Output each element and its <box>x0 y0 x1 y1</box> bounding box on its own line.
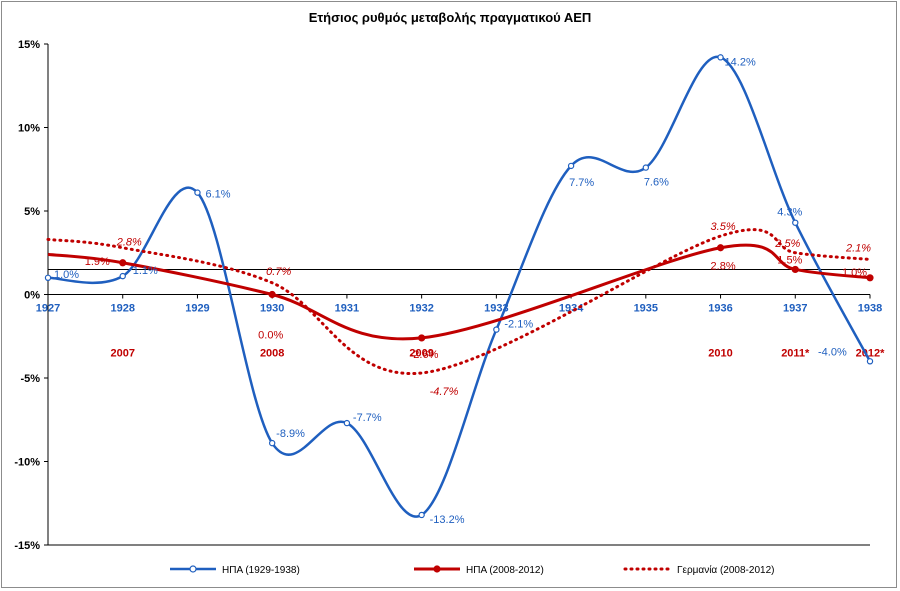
data-point-usa-1929-1938 <box>493 326 500 333</box>
data-label-usa-1929-1938: 14.2% <box>725 56 756 68</box>
x-tick-label: 1928 <box>110 303 134 315</box>
x-tick-label: 1929 <box>185 303 209 315</box>
data-point-usa-2008-2012 <box>866 274 874 282</box>
data-point-usa-1929-1938 <box>792 219 799 226</box>
x-tick-label: 1933 <box>484 303 508 315</box>
data-labels: 1.0% 1.1% 6.1% -8.9% -7.7% -13.2% -2.1% 7.7% 7.6… <box>54 56 871 526</box>
data-point-usa-1929-1938 <box>866 358 874 365</box>
y-tick-label: 10% <box>18 123 40 135</box>
secondary-x-tick-label: 2008 <box>260 347 284 359</box>
data-label-usa-1929-1938: 7.7% <box>569 177 594 189</box>
legend: ΗΠΑ (1929-1938) ΗΠΑ (2008-2012) Γερμανία (… <box>170 564 774 576</box>
secondary-x-tick-label: 2007 <box>110 347 134 359</box>
legend-label-usa-1929-1938: ΗΠΑ (1929-1938) <box>222 565 300 576</box>
secondary-x-tick-label: 2010 <box>708 347 732 359</box>
data-point-usa-1929-1938 <box>642 164 650 171</box>
data-label-germany-2008-2012: 2.8% <box>116 237 142 249</box>
data-label-germany-2008-2012: 0.7% <box>266 266 291 278</box>
data-label-usa-1929-1938: -7.7% <box>353 412 382 424</box>
data-point-usa-1929-1938 <box>418 511 425 519</box>
data-label-usa-1929-1938: -4.0% <box>818 346 847 358</box>
chart-title: Ετήσιος ρυθμός μεταβολής πραγματικού ΑΕΠ <box>309 10 592 25</box>
legend-label-germany-2008-2012: Γερμανία (2008-2012) <box>677 564 774 576</box>
x-tick-label: 1930 <box>260 303 284 315</box>
series-line-usa-2008-2012 <box>47 243 871 341</box>
data-point-usa-2008-2012 <box>716 244 725 252</box>
secondary-x-axis-ticks: 2007 2008 2009 2010 2011* 2012* <box>110 347 885 359</box>
data-label-germany-2008-2012: 2.5% <box>774 238 800 250</box>
y-tick-label: 5% <box>24 206 40 218</box>
y-tick-label: -10% <box>14 457 40 469</box>
y-tick-label: 0% <box>24 290 40 302</box>
data-label-usa-1929-1938: 4.3% <box>777 207 802 219</box>
data-label-germany-2008-2012: -4.7% <box>430 386 459 398</box>
data-label-usa-2008-2012: 2.8% <box>711 261 736 273</box>
x-tick-label: 1934 <box>559 303 584 315</box>
series-line-germany-2008-2012 <box>46 228 872 375</box>
y-tick-label: -5% <box>20 373 40 385</box>
data-point-usa-1929-1938 <box>194 189 201 196</box>
data-label-germany-2008-2012: 2.1% <box>845 242 871 254</box>
legend-marker-usa-2008-2012 <box>433 565 441 573</box>
data-point-usa-2008-2012 <box>119 259 127 267</box>
x-tick-label: 1938 <box>858 303 882 315</box>
x-tick-label: 1936 <box>708 303 732 315</box>
x-tick-label: 1937 <box>783 303 807 315</box>
series-line-usa-1929-1938 <box>47 55 872 518</box>
y-tick-label: 15% <box>18 39 40 51</box>
data-label-germany-2008-2012: 3.5% <box>711 221 736 233</box>
legend-marker-usa-1929-1938 <box>189 565 197 573</box>
data-label-usa-1929-1938: -2.1% <box>504 319 533 331</box>
y-tick-label: -15% <box>14 540 40 552</box>
secondary-x-tick-label: 2011* <box>781 347 810 359</box>
data-point-usa-1929-1938 <box>567 162 575 170</box>
data-label-usa-2008-2012: 1.5% <box>777 254 802 266</box>
data-label-usa-1929-1938: -8.9% <box>276 428 305 440</box>
data-label-usa-1929-1938: 1.1% <box>133 265 158 277</box>
data-label-usa-2008-2012: 1.9% <box>85 256 110 268</box>
data-point-usa-1929-1938 <box>268 439 276 447</box>
data-label-usa-1929-1938: 7.6% <box>644 177 669 189</box>
legend-label-usa-2008-2012: ΗΠΑ (2008-2012) <box>466 565 544 576</box>
x-tick-label: 1935 <box>634 303 658 315</box>
data-label-usa-2008-2012: 1.0% <box>842 267 867 279</box>
data-point-usa-1929-1938 <box>44 274 52 281</box>
x-tick-label: 1931 <box>335 303 359 315</box>
data-label-usa-2008-2012: -2.6% <box>410 349 439 361</box>
data-point-usa-1929-1938 <box>343 419 351 427</box>
data-label-usa-1929-1938: 6.1% <box>205 189 230 201</box>
data-point-usa-2008-2012 <box>418 334 426 342</box>
data-label-usa-2008-2012: 0.0% <box>258 330 283 342</box>
series-lines <box>44 54 874 519</box>
data-point-usa-2008-2012 <box>791 265 799 274</box>
x-tick-label: 1927 <box>36 303 60 315</box>
y-axis-ticks: 15% 10% 5% 0% -5% -10% -15% <box>14 39 870 552</box>
secondary-x-tick-label: 2012* <box>856 347 885 359</box>
data-label-usa-1929-1938: 1.0% <box>54 269 79 281</box>
secondary-x-tick-label: 2009 <box>409 347 433 359</box>
data-point-usa-2008-2012 <box>268 290 276 299</box>
data-label-usa-1929-1938: -13.2% <box>430 514 465 526</box>
data-point-usa-1929-1938 <box>119 272 126 280</box>
x-axis-ticks: 1927 1928 1929 1930 1931 1932 1933 1934 1935 1936… <box>36 294 882 315</box>
data-point-usa-1929-1938 <box>717 54 724 61</box>
x-tick-label: 1932 <box>409 303 433 315</box>
